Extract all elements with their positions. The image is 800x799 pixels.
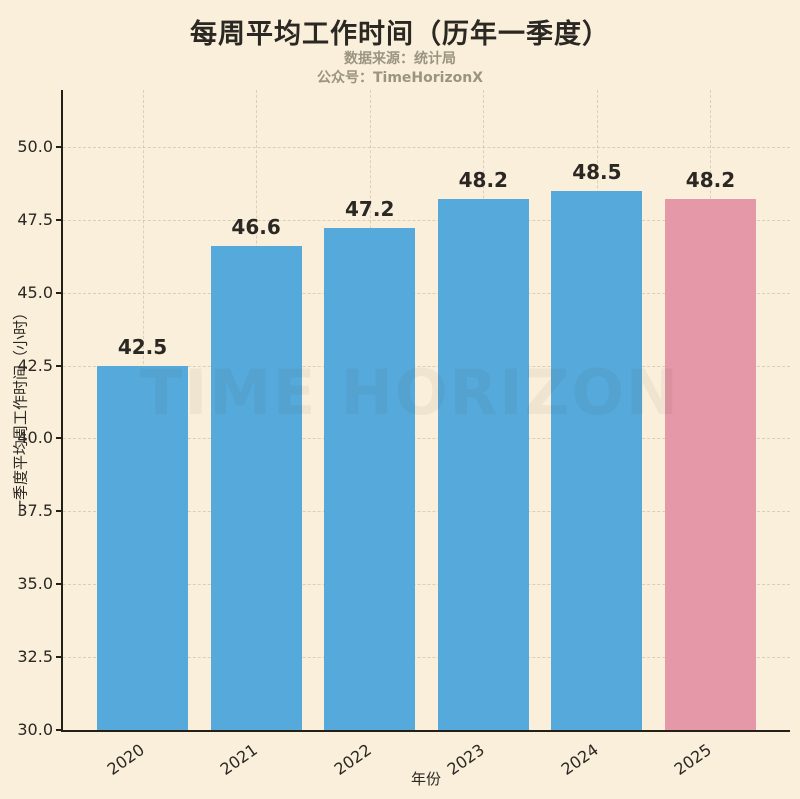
- gridline-horizontal: [63, 657, 790, 659]
- chart-title: 每周平均工作时间（历年一季度）: [190, 19, 610, 50]
- y-tick-label: 45.0: [17, 282, 53, 302]
- y-tick-label: 30.0: [17, 720, 53, 739]
- y-axis-spine: [61, 90, 63, 732]
- y-tick-mark: [56, 218, 63, 221]
- chart-subtitle: 数据来源：统计局 公众号：TimeHorizonX: [0, 50, 800, 88]
- x-axis-spine: [61, 730, 790, 732]
- bar-value-label: 48.2: [458, 168, 508, 193]
- bar-2024: [551, 190, 643, 730]
- subtitle-data-source: 数据来源：统计局: [344, 51, 456, 67]
- bar-2022: [324, 228, 416, 730]
- bar-value-label: 48.5: [572, 159, 622, 184]
- x-tick-label: 2020: [103, 740, 148, 779]
- y-tick-label: 40.0: [17, 428, 53, 448]
- bar-value-label: 46.6: [231, 214, 281, 239]
- y-tick-mark: [56, 145, 63, 148]
- x-axis-label: 年份: [410, 770, 442, 788]
- x-tick-label: 2025: [671, 740, 716, 779]
- bar-2023: [437, 199, 529, 730]
- y-axis-label: 一季度平均周工作时间（小时）: [11, 304, 30, 516]
- x-tick-label: 2022: [330, 740, 375, 779]
- bar-value-label: 42.5: [117, 334, 168, 359]
- y-tick-mark: [56, 729, 63, 731]
- y-tick-mark: [56, 437, 63, 440]
- watermark-text: TIME HORIZON: [140, 356, 680, 429]
- gridline-horizontal: [63, 438, 790, 440]
- y-tick-label: 35.0: [17, 574, 53, 594]
- bar-2020: [97, 365, 188, 730]
- y-tick-mark: [56, 510, 63, 513]
- x-tick-label: 2021: [216, 740, 262, 779]
- x-tick-label: 2023: [443, 740, 489, 779]
- gridline-horizontal: [63, 219, 790, 221]
- gridline-horizontal: [63, 584, 790, 586]
- bar-value-label: 48.2: [685, 168, 736, 193]
- y-tick-mark: [56, 656, 63, 659]
- bar-2021: [210, 245, 302, 730]
- x-tick-label: 2024: [557, 740, 602, 779]
- y-tick-label: 37.5: [17, 501, 53, 521]
- gridline-horizontal: [63, 511, 790, 513]
- y-tick-mark: [56, 291, 63, 294]
- gridline-horizontal: [63, 365, 790, 367]
- subtitle-account: 公众号：TimeHorizonX: [317, 70, 483, 86]
- y-tick-label: 50.0: [17, 136, 53, 156]
- y-tick-label: 42.5: [17, 355, 53, 375]
- bar-2025: [665, 199, 756, 730]
- y-tick-mark: [56, 364, 63, 367]
- gridline-horizontal: [63, 146, 790, 148]
- gridline-horizontal: [63, 292, 790, 294]
- y-tick-label: 32.5: [17, 647, 53, 667]
- y-tick-label: 47.5: [17, 209, 53, 229]
- bar-value-label: 47.2: [345, 197, 395, 222]
- y-tick-mark: [56, 583, 63, 586]
